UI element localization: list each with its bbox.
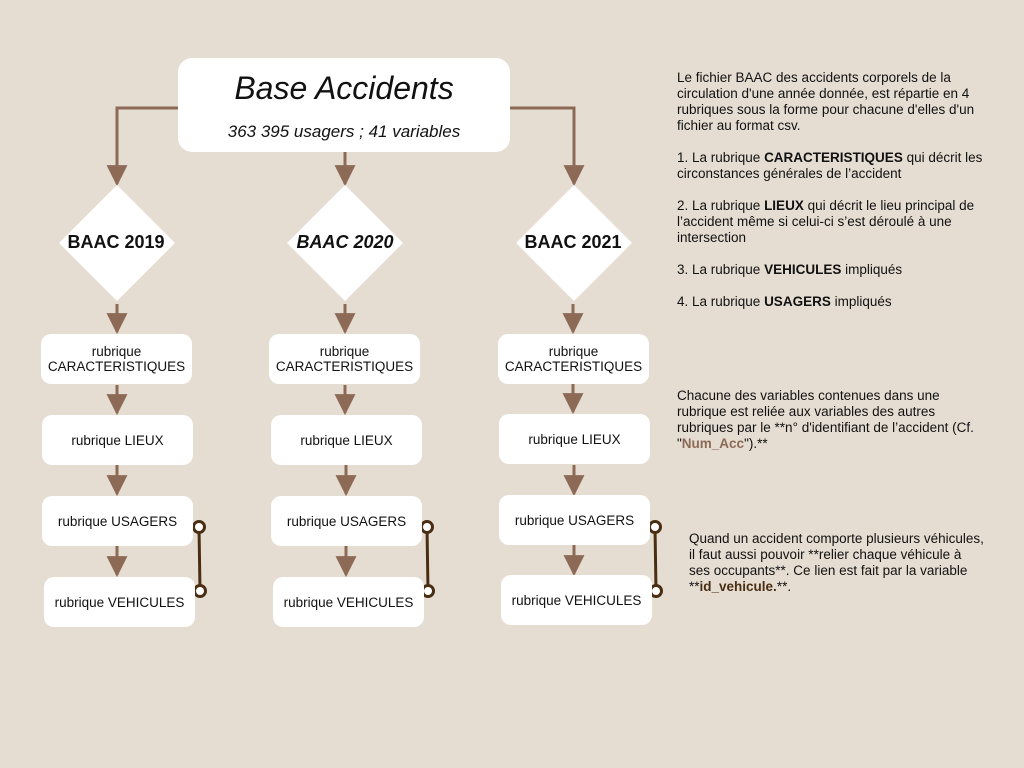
title-subtitle: 363 395 usagers ; 41 variables (227, 122, 461, 141)
link-2021-top (648, 520, 662, 534)
item2-prefix: 2. La rubrique (677, 198, 765, 213)
arrow-title-2021 (510, 106, 585, 187)
link-2020-top (420, 520, 434, 534)
item4-keyword: USAGERS (764, 294, 831, 309)
link-2020 (425, 526, 430, 592)
description-item-4: 4. La rubrique USAGERS impliqués (677, 294, 1002, 310)
link-2020-bottom (421, 584, 435, 598)
link-note-prefix: Chacune des variables contenues dans une… (677, 388, 974, 451)
item3-suffix: impliqués (841, 262, 903, 277)
title-main: Base Accidents (234, 70, 454, 106)
link-2019 (197, 526, 202, 592)
item3-prefix: 3. La rubrique (677, 262, 765, 277)
vehicle-note: Quand un accident comporte plusieurs véh… (689, 531, 985, 595)
box-2021-caracteristiques: rubrique CARACTERISTIQUES (498, 334, 649, 384)
item4-prefix: 4. La rubrique (677, 294, 765, 309)
description-item-2: 2. La rubrique LIEUX qui décrit le lieu … (677, 198, 1002, 246)
link-2019-bottom (193, 584, 207, 598)
item1-suffix: qui décrit les circonstances générales d… (677, 150, 983, 181)
year-label-2021: BAAC 2021 (524, 232, 622, 252)
box-2021-usagers: rubrique USAGERS (499, 495, 650, 545)
box-2019-lieux: rubrique LIEUX (42, 415, 193, 465)
box-2019-caracteristiques: rubrique CARACTERISTIQUES (41, 334, 192, 384)
link-2021-bottom (649, 584, 663, 598)
box-2020-caracteristiques: rubrique CARACTERISTIQUES (269, 334, 420, 384)
description-item-3: 3. La rubrique VEHICULES impliqués (677, 262, 1002, 278)
vehicle-note-suffix: **. (776, 579, 792, 594)
num-acc-key: Num_Acc (681, 436, 745, 451)
link-2019-top (192, 520, 206, 534)
item1-keyword: CARACTERISTIQUES (764, 150, 903, 165)
vehicle-note-prefix: Quand un accident comporte plusieurs véh… (689, 531, 984, 594)
item1-prefix: 1. La rubrique (677, 150, 765, 165)
description-block: Le fichier BAAC des accidents corporels … (677, 70, 1002, 310)
title-box: Base Accidents 363 395 usagers ; 41 vari… (178, 58, 510, 152)
box-2020-lieux: rubrique LIEUX (271, 415, 422, 465)
link-2021 (653, 526, 658, 592)
description-intro: Le fichier BAAC des accidents corporels … (677, 70, 975, 133)
link-note-suffix: ").** (744, 436, 768, 451)
box-2020-vehicules: rubrique VEHICULES (273, 577, 424, 627)
arrow-title-2019 (106, 106, 178, 187)
box-2019-vehicules: rubrique VEHICULES (44, 577, 195, 627)
link-note: Chacune des variables contenues dans une… (677, 388, 977, 452)
box-2019-usagers: rubrique USAGERS (42, 496, 193, 546)
box-2021-lieux: rubrique LIEUX (499, 414, 650, 464)
box-2020-usagers: rubrique USAGERS (271, 496, 422, 546)
description-item-1: 1. La rubrique CARACTERISTIQUES qui décr… (677, 150, 1002, 182)
item2-keyword: LIEUX (764, 198, 804, 213)
id-vehicule-key: id_vehicule. (699, 579, 777, 594)
item4-suffix: impliqués (830, 294, 892, 309)
year-label-2019: BAAC 2019 (67, 232, 165, 252)
box-2021-vehicules: rubrique VEHICULES (501, 575, 652, 625)
year-label-2020: BAAC 2020 (296, 232, 394, 252)
item2-suffix: qui décrit le lieu principal de l’accide… (677, 198, 975, 245)
item3-keyword: VEHICULES (764, 262, 842, 277)
